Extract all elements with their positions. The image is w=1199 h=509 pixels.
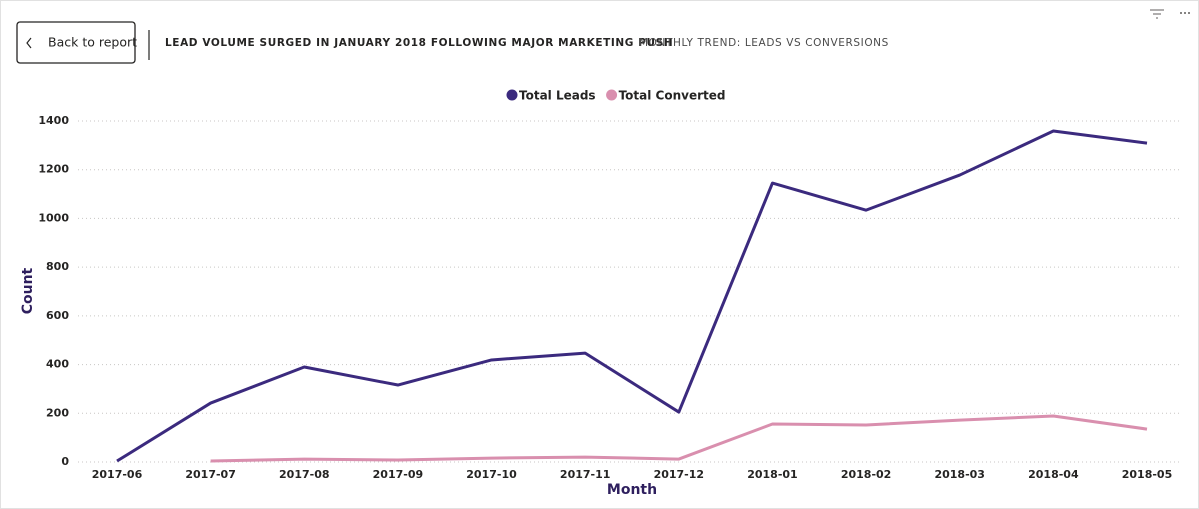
x-tick-label: 2017-12: [654, 468, 705, 481]
header-subtitle: MONTHLY TREND: LEADS VS CONVERSIONS: [639, 37, 889, 49]
back-button[interactable]: [16, 21, 136, 64]
x-tick-label: 2017-07: [185, 468, 236, 481]
legend-label: Total Converted: [619, 89, 726, 103]
x-tick-label: 2018-04: [1028, 468, 1079, 481]
series-line: [210, 414, 1148, 463]
x-axis-title: Month: [607, 482, 657, 498]
back-label[interactable]: Back to report: [48, 35, 137, 50]
filter-icon[interactable]: [1150, 9, 1164, 19]
y-axis-title: Count: [20, 267, 36, 314]
more-icon[interactable]: [1180, 12, 1190, 14]
y-tick-label: 1400: [38, 114, 69, 127]
legend-marker: [506, 89, 518, 101]
header-title: LEAD VOLUME SURGED IN JANUARY 2018 FOLLO…: [165, 37, 673, 49]
x-tick-label: 2017-09: [373, 468, 424, 481]
legend-label: Total Leads: [519, 89, 596, 103]
x-tick-label: 2018-01: [747, 468, 798, 481]
back-icon: [26, 37, 32, 49]
y-tick-label: 800: [46, 260, 69, 273]
y-tick-label: 0: [61, 455, 69, 468]
x-tick-label: 2017-06: [92, 468, 143, 481]
y-tick-label: 200: [46, 406, 69, 419]
x-tick-label: 2018-02: [841, 468, 892, 481]
x-tick-label: 2018-05: [1122, 468, 1173, 481]
y-tick-label: 1200: [38, 163, 69, 176]
x-tick-label: 2017-10: [466, 468, 517, 481]
y-tick-label: 600: [46, 309, 69, 322]
y-tick-label: 1000: [38, 211, 69, 224]
x-tick-label: 2017-08: [279, 468, 330, 481]
x-tick-label: 2017-11: [560, 468, 611, 481]
legend-marker: [606, 89, 618, 101]
x-tick-label: 2018-03: [934, 468, 985, 481]
y-tick-label: 400: [46, 358, 69, 371]
series-line: [116, 129, 1148, 463]
